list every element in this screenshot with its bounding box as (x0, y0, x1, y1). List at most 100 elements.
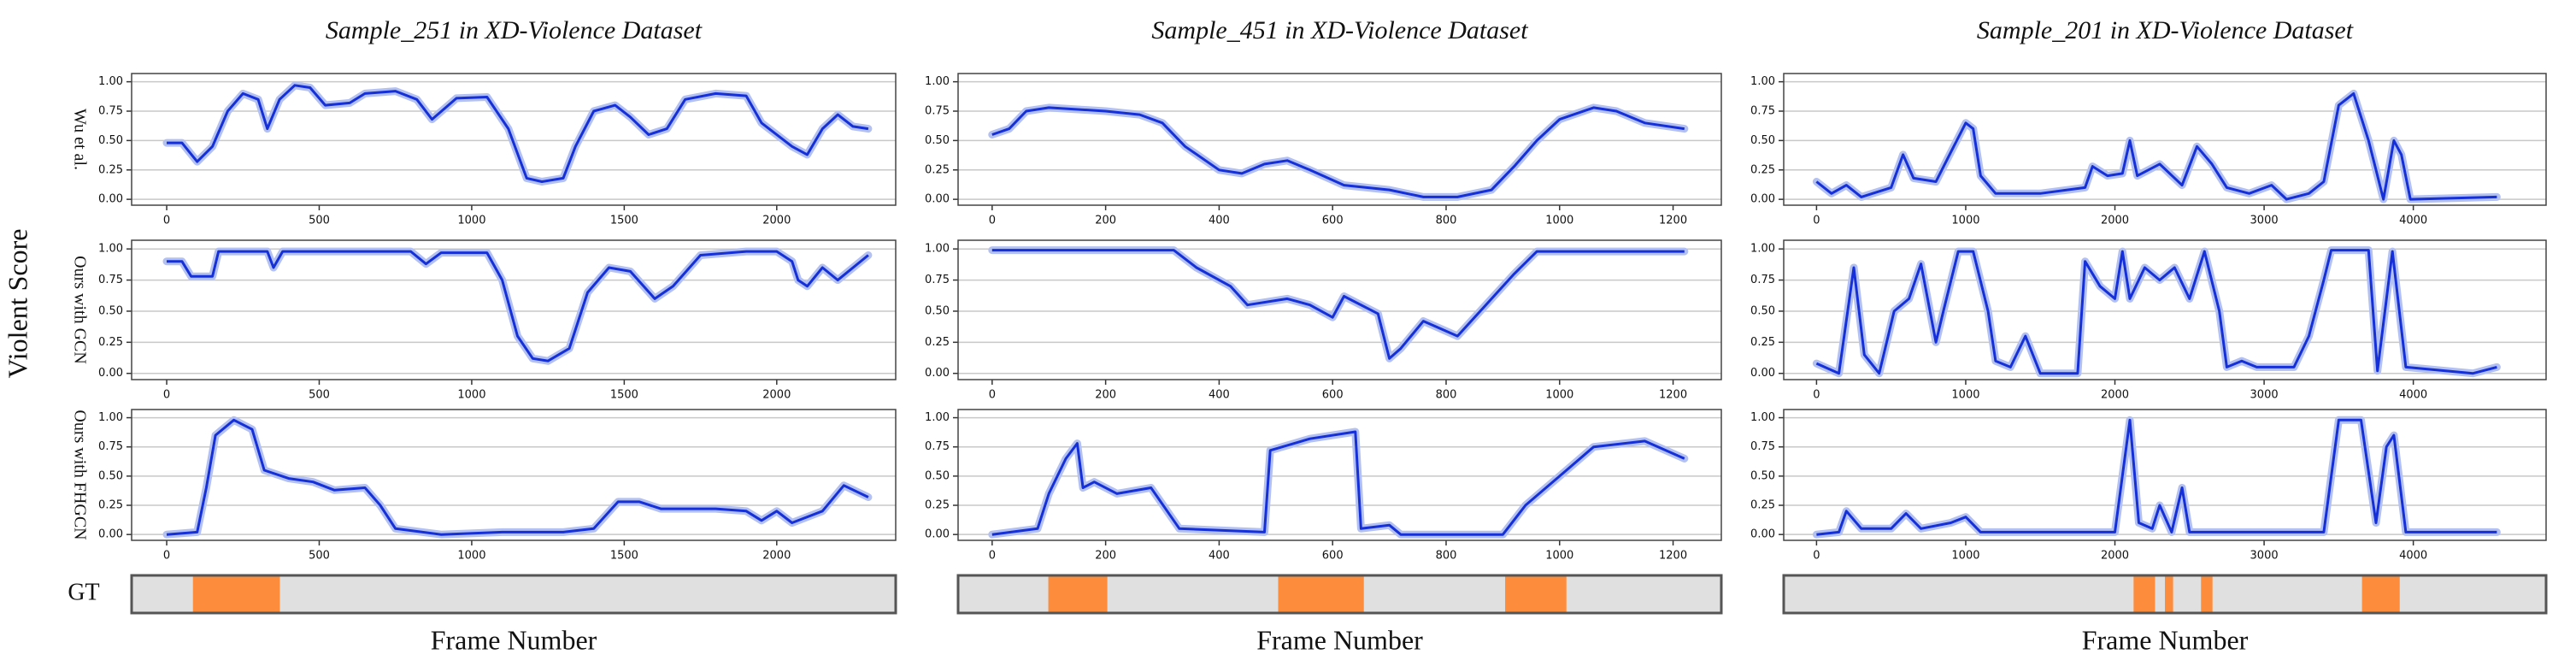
x-tick-label: 500 (309, 215, 330, 227)
y-tick-label: 0.50 (98, 134, 123, 147)
plot-frame (131, 239, 897, 380)
y-tick-label: 0.00 (1750, 193, 1775, 206)
y-tick-label: 0.50 (98, 304, 123, 317)
x-tick-label: 1000 (1545, 215, 1573, 227)
x-tick-label: 0 (1813, 550, 1820, 563)
y-axis-label: Violent Score (2, 229, 32, 379)
y-tick-label: 0.00 (98, 193, 123, 206)
gt-frame (956, 574, 1723, 615)
y-tick-label: 0.00 (1750, 528, 1775, 541)
y-tick-label: 1.00 (1750, 411, 1775, 424)
gt-span (2361, 575, 2400, 613)
line (1815, 91, 2497, 201)
y-tick-label: 1.00 (98, 411, 123, 424)
x-tick-label: 3000 (2250, 550, 2279, 563)
chart-title: Sample_201 in XD-Violence Dataset (1977, 16, 2354, 44)
y-tick-label: 1.00 (1750, 75, 1775, 88)
row-label: Ours with GCN (70, 256, 89, 364)
x-tick-label: 1000 (1951, 215, 1979, 227)
x-tick-label: 400 (1209, 389, 1230, 402)
x-tick-label: 1000 (1951, 389, 1979, 402)
x-tick-label: 400 (1209, 215, 1230, 227)
chart-title: Sample_451 in XD-Violence Dataset (1151, 16, 1528, 44)
x-tick-label: 800 (1436, 550, 1457, 563)
x-tick-label: 500 (309, 389, 330, 402)
plot-frame (131, 73, 897, 206)
line (991, 430, 1685, 536)
y-tick-label: 0.75 (98, 274, 123, 286)
plot-area (958, 410, 1721, 540)
y-tick-label: 0.75 (98, 440, 123, 453)
x-tick-label: 200 (1095, 550, 1116, 563)
gt-span (2201, 575, 2213, 613)
x-tick-label: 4000 (2399, 389, 2427, 402)
gt-frame (1782, 574, 2548, 615)
x-tick-label: 1000 (457, 550, 485, 563)
x-tick-label: 0 (163, 550, 170, 563)
gt-span (192, 575, 280, 613)
line (167, 84, 869, 183)
line (991, 106, 1685, 198)
line (166, 418, 869, 536)
plot-frame (1783, 409, 2547, 541)
row-label: Wu et al. (70, 109, 89, 170)
x-tick-label: 0 (989, 550, 996, 563)
gt-span (1048, 575, 1108, 613)
y-tick-label: 0.25 (925, 336, 950, 349)
y-tick-label: 1.00 (925, 243, 950, 256)
x-tick-label: 1000 (1545, 389, 1573, 402)
x-tick-label: 0 (989, 215, 996, 227)
y-tick-label: 1.00 (925, 75, 950, 88)
x-tick-label: 2000 (762, 215, 791, 227)
x-tick-label: 4000 (2399, 550, 2427, 563)
x-tick-label: 1000 (457, 389, 485, 402)
y-tick-label: 0.75 (925, 274, 950, 286)
x-axis-label: Frame Number (431, 624, 597, 655)
x-tick-label: 0 (1813, 389, 1820, 402)
gt-span (2165, 575, 2173, 613)
x-tick-label: 200 (1095, 215, 1116, 227)
y-tick-label: 0.50 (1750, 304, 1775, 317)
x-tick-label: 800 (1436, 389, 1457, 402)
gt-frame (130, 574, 897, 615)
plot-frame (957, 239, 1722, 380)
x-axis-label: Frame Number (2082, 624, 2249, 655)
x-tick-label: 600 (1322, 215, 1344, 227)
x-tick-label: 200 (1095, 389, 1116, 402)
y-tick-label: 0.75 (1750, 105, 1775, 118)
chart-title: Sample_251 in XD-Violence Dataset (326, 16, 703, 44)
x-axis-label: Frame Number (1256, 624, 1423, 655)
x-tick-label: 500 (309, 550, 330, 563)
x-tick-label: 2000 (2101, 550, 2129, 563)
y-tick-label: 0.25 (925, 499, 950, 512)
x-tick-label: 0 (989, 389, 996, 402)
x-tick-label: 4000 (2399, 215, 2427, 227)
line (167, 250, 869, 363)
y-tick-label: 0.50 (925, 134, 950, 147)
row-label: Ours with FHGCN (70, 410, 89, 539)
y-tick-label: 1.00 (98, 75, 123, 88)
y-tick-label: 0.25 (98, 336, 123, 349)
x-tick-label: 2000 (2101, 215, 2129, 227)
y-tick-label: 0.00 (98, 367, 123, 380)
y-tick-label: 0.00 (98, 528, 123, 541)
row-label: GT (68, 579, 99, 605)
y-tick-label: 0.25 (1750, 499, 1775, 512)
line (1815, 249, 2497, 375)
y-tick-label: 1.00 (98, 243, 123, 256)
y-tick-label: 0.00 (925, 367, 950, 380)
y-tick-label: 0.00 (1750, 367, 1775, 380)
x-tick-label: 1000 (1545, 550, 1573, 563)
x-tick-label: 0 (163, 389, 170, 402)
y-tick-label: 0.50 (1750, 134, 1775, 147)
y-tick-label: 0.50 (1750, 469, 1775, 482)
x-tick-label: 3000 (2250, 215, 2279, 227)
y-tick-label: 0.25 (925, 163, 950, 176)
y-tick-label: 0.25 (1750, 336, 1775, 349)
x-tick-label: 600 (1322, 550, 1344, 563)
plot-area (1784, 74, 2546, 205)
y-tick-label: 0.75 (1750, 274, 1775, 286)
y-tick-label: 0.00 (925, 528, 950, 541)
